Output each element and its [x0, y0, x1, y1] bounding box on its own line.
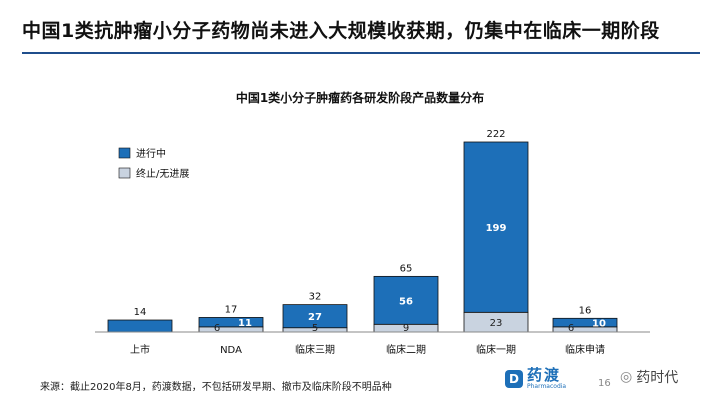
chart-title: 中国1类小分子肿瘤药各研发阶段产品数量分布 [236, 90, 484, 105]
logo-subtext: Pharmacodia [527, 383, 567, 390]
x-tick-label: 临床一期 [476, 343, 516, 356]
bar-segment-label-in-progress: 199 [486, 223, 507, 234]
wechat-icon: ◎ [620, 369, 633, 385]
x-tick-label: NDA [220, 345, 242, 356]
legend-swatch [118, 167, 131, 179]
bar-total-label: 222 [486, 129, 505, 140]
pharmacodia-logo: D 药渡 Pharmacodia [505, 368, 566, 390]
bar-segment-in-progress [198, 317, 264, 328]
bar-segment-in-progress [107, 319, 173, 333]
x-axis-ticks: 上市 NDA 临床三期 临床二期 临床一期 临床申请 [130, 343, 605, 356]
bar-segment-label-terminated: 6 [214, 323, 220, 334]
bar-segment-in-progress [282, 304, 348, 329]
legend-label: 终止/无进展 [136, 167, 189, 180]
source-note: 来源：截止2020年8月，药渡数据，不包括研发早期、撤市及临床阶段不明品种 [40, 382, 392, 393]
bar-segment-in-progress [552, 317, 618, 328]
watermark-text: 药时代 [636, 370, 679, 386]
bar-segment-label-terminated: 6 [568, 323, 574, 334]
bar-segment-label-terminated: 23 [490, 318, 503, 329]
x-tick-label: 临床三期 [295, 343, 335, 356]
bar-total-label: 65 [400, 263, 413, 274]
title-divider [22, 52, 700, 54]
wechat-watermark: ◎ 药时代 [620, 367, 678, 387]
slide-title: 中国1类抗肿瘤小分子药物尚未进入大规模收获期，仍集中在临床一期阶段 [22, 20, 660, 42]
bar-segment-label-in-progress: 10 [592, 319, 606, 330]
bar-segment-label-in-progress: 56 [399, 296, 413, 307]
bar-total-label: 17 [225, 304, 238, 315]
bar-segment-label-in-progress: 11 [238, 318, 252, 329]
legend-label: 进行中 [136, 147, 166, 160]
x-tick-label: 临床二期 [386, 343, 426, 356]
logo-text: 药渡 [527, 366, 562, 384]
x-tick-label: 临床申请 [565, 343, 605, 356]
legend-swatch [118, 147, 131, 159]
logo-mark-icon: D [505, 370, 523, 388]
bar-total-label: 14 [134, 307, 147, 318]
bar-segment-terminated [552, 326, 618, 333]
bar-total-label: 16 [579, 305, 592, 316]
bar-segment-terminated [198, 326, 264, 333]
bar-total-label: 32 [309, 292, 322, 303]
x-tick-label: 上市 [130, 343, 150, 356]
bar-segment-label-in-progress: 27 [308, 312, 322, 323]
bar-segment-label-terminated: 5 [312, 323, 318, 334]
page-number: 16 [598, 378, 611, 389]
bar-segment-label-terminated: 9 [403, 323, 409, 334]
bar-segment-in-progress [463, 141, 529, 313]
bar-segment-in-progress [373, 275, 439, 325]
